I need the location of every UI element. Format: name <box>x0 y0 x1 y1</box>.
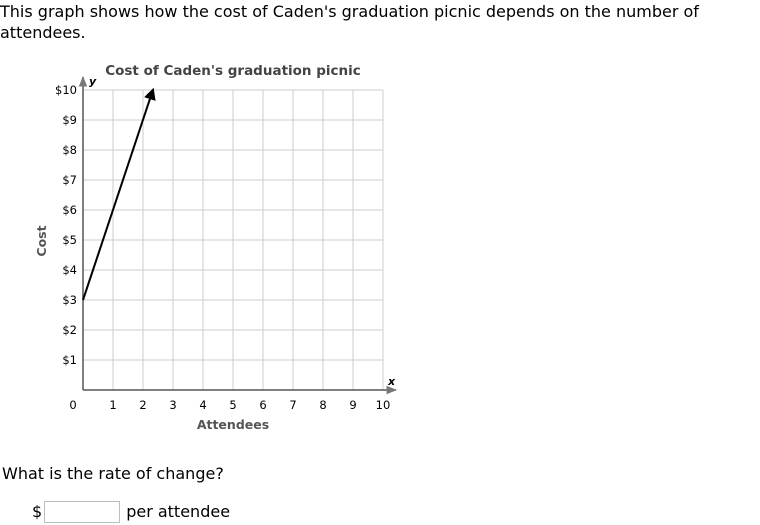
problem-prompt: This graph shows how the cost of Caden's… <box>0 2 699 42</box>
chart-canvas: 0 1 2 3 4 5 6 7 8 9 10 $1 $2 $3 $4 $5 $6 $7 $8 $9 $10 Cost o… <box>34 63 398 432</box>
y-tick-label: $7 <box>62 173 77 187</box>
series-line-cost <box>82 87 156 301</box>
y-axis-label: Cost <box>34 225 49 256</box>
y-tick-label: $3 <box>62 293 77 307</box>
y-tick-label: $2 <box>62 323 77 337</box>
y-tick-label: $5 <box>62 233 77 247</box>
x-axis-letter: x <box>387 375 396 388</box>
y-tick-label: $10 <box>55 83 77 97</box>
x-axis-label: Attendees <box>197 417 269 432</box>
y-axis-letter: y <box>89 75 97 88</box>
chart-title: Cost of Caden's graduation picnic <box>105 63 361 79</box>
chart-axes <box>78 75 398 395</box>
chart-tick-labels: 0 1 2 3 4 5 6 7 8 9 10 $1 $2 $3 $4 $5 $6 $7 $8 $9 $10 <box>55 83 390 412</box>
question-text: What is the rate of change? <box>2 464 224 483</box>
answer-row: $ per attendee <box>32 499 230 524</box>
x-tick-label: 2 <box>139 398 146 412</box>
y-tick-label: $9 <box>62 113 77 127</box>
y-tick-label: $6 <box>62 203 77 217</box>
cost-chart: 0 1 2 3 4 5 6 7 8 9 10 $1 $2 $3 $4 $5 $6 $7 $8 $9 $10 Cost o… <box>0 55 420 445</box>
y-tick-label: $4 <box>62 263 77 277</box>
y-tick-label: $8 <box>62 143 77 157</box>
x-tick-label: 4 <box>199 398 206 412</box>
dollar-sign: $ <box>32 502 43 521</box>
y-tick-label: $1 <box>62 353 77 367</box>
x-tick-label: 3 <box>169 398 176 412</box>
unit-label: per attendee <box>126 502 231 521</box>
x-tick-label: 5 <box>229 398 236 412</box>
x-tick-label: 8 <box>319 398 326 412</box>
chart-series <box>82 87 156 301</box>
x-tick-label: 9 <box>349 398 356 412</box>
x-tick-label: 0 <box>69 398 76 412</box>
x-tick-label: 6 <box>259 398 266 412</box>
x-tick-label: 1 <box>109 398 116 412</box>
x-tick-label: 10 <box>376 398 391 412</box>
rate-input[interactable] <box>44 500 121 523</box>
x-tick-label: 7 <box>289 398 296 412</box>
chart-grid <box>83 89 384 390</box>
